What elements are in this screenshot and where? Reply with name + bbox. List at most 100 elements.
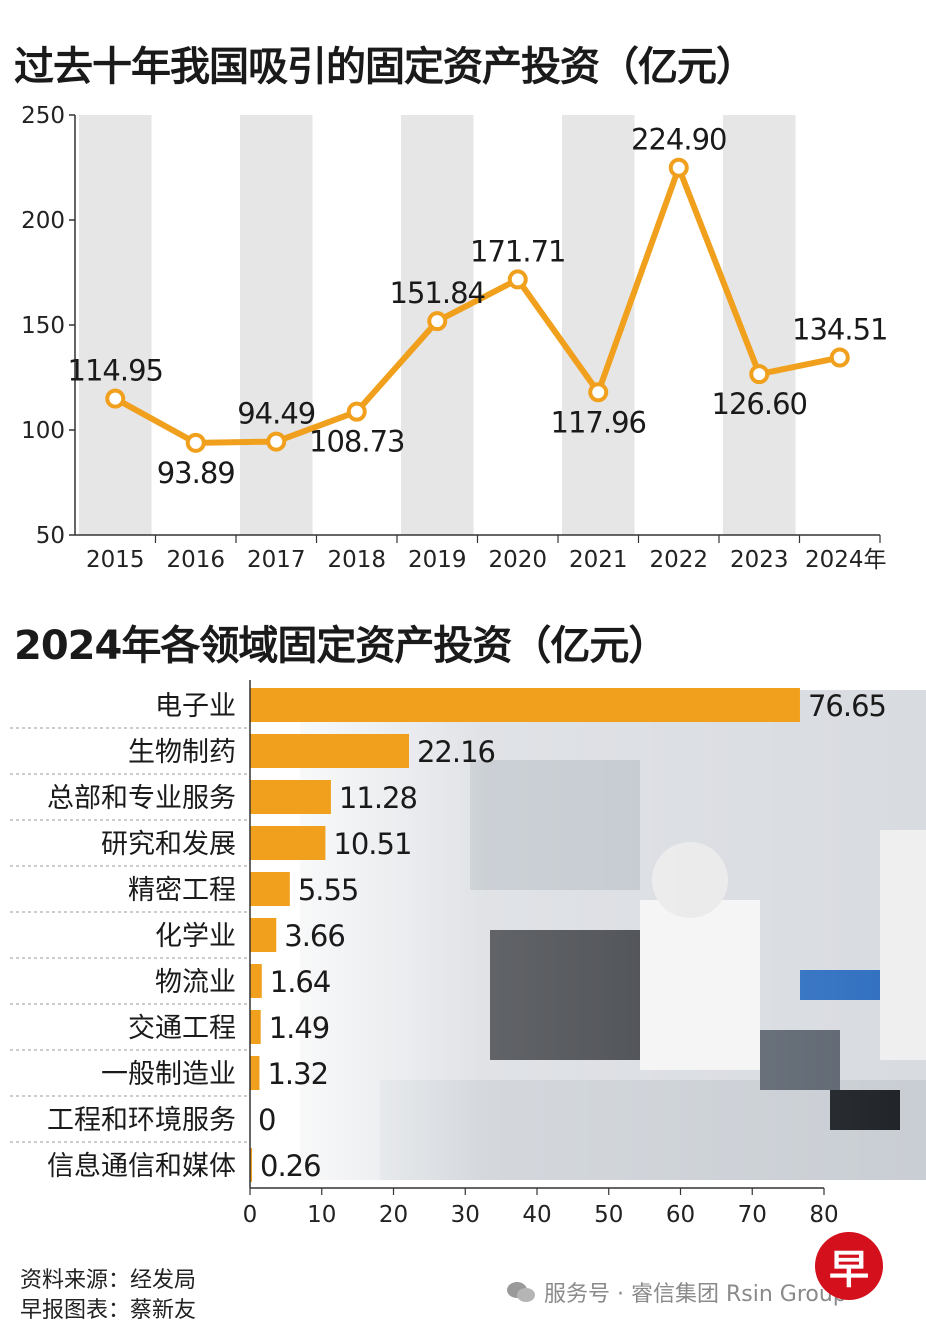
data-point [266,431,287,452]
data-label: 151.84 [390,276,485,310]
wechat-icon [507,1282,535,1302]
value-label: 76.65 [808,689,886,723]
x-tick-label: 2017 [247,547,306,573]
y-tick-label: 200 [21,208,65,234]
x-tick-label: 60 [666,1202,695,1228]
x-tick-label: 2024年 [805,547,887,573]
credit-note: 早报图表：蔡新友 [20,1298,197,1323]
chart-band [240,115,313,535]
category-label: 总部和专业服务 [47,783,236,814]
x-tick-label: 40 [522,1202,551,1228]
data-point [588,382,609,403]
data-label: 171.71 [470,234,565,268]
data-point [346,401,367,422]
chart-series [105,157,850,453]
value-label: 22.16 [417,735,495,769]
category-label: 信息通信和媒体 [47,1151,236,1182]
row-dividers [10,727,250,1143]
y-tick-label: 250 [21,103,65,129]
value-label: 1.49 [269,1011,330,1045]
bar [250,688,800,722]
chart-y-ticks: 250 200 150 100 50 [21,103,65,549]
x-axis: 0 10 20 30 40 50 60 70 80 [243,680,839,1228]
watermark-text: 服务号 · 睿信集团 Rsin Group [544,1282,847,1307]
category-labels: 电子业生物制药总部和专业服务研究和发展精密工程化学业物流业交通工程一般制造业工程… [47,691,236,1182]
line-chart-title: 过去十年我国吸引的固定资产投资（亿元） [14,44,756,90]
bar [250,872,290,906]
y-tick-label: 150 [21,313,65,339]
x-tick-label: 70 [738,1202,767,1228]
bar [250,964,262,998]
chart-bands [79,115,796,535]
x-tick-label: 2020 [488,547,547,573]
value-label: 3.66 [284,919,345,953]
bar [250,826,326,860]
chart-band [723,115,796,535]
value-label: 11.28 [339,781,417,815]
y-tick-label: 100 [21,418,65,444]
category-label: 一般制造业 [101,1059,236,1090]
data-point [829,347,850,368]
data-point [105,388,126,409]
chart-x-labels: 2015 2016 2017 2018 2019 2020 2021 2022 2023 2024… [86,547,887,573]
x-tick-label: 20 [379,1202,408,1228]
bar-series [250,688,800,1182]
value-label: 5.55 [298,873,359,907]
category-label: 化学业 [155,921,236,952]
x-tick-label: 0 [243,1202,258,1228]
zaobao-logo: 早 [815,1232,883,1300]
data-point [749,364,770,385]
background-lab-photo [250,690,926,1180]
x-tick-label: 2023 [730,547,789,573]
x-tick-label: 2019 [408,547,467,573]
data-label: 108.73 [309,425,404,459]
data-point [427,311,448,332]
series-line [113,164,841,446]
data-point [507,269,528,290]
x-tick-label: 10 [307,1202,336,1228]
category-label: 交通工程 [128,1013,236,1044]
bar [250,918,277,952]
chart-band [79,115,152,535]
x-tick-label: 2016 [166,547,225,573]
bar-chart-title: 2024年各领域固定资产投资（亿元） [14,623,668,669]
data-label: 224.90 [631,123,726,157]
data-point [668,157,689,178]
bar [250,780,331,814]
x-tick-label: 30 [451,1202,480,1228]
category-label: 生物制药 [128,737,236,768]
category-label: 研究和发展 [101,829,236,860]
value-label: 10.51 [333,827,411,861]
data-label: 126.60 [712,387,807,421]
bar [250,1010,261,1044]
y-tick-label: 50 [36,523,65,549]
x-tick-label: 2015 [86,547,145,573]
x-tick-label: 50 [594,1202,623,1228]
category-label: 精密工程 [128,875,236,906]
bar [250,1056,260,1090]
chart-axes [69,114,881,543]
category-label: 电子业 [155,691,236,722]
x-tick-label: 2018 [327,547,386,573]
data-label: 94.49 [237,397,315,431]
category-label: 物流业 [155,967,236,998]
source-note: 资料来源：经发局 [20,1268,197,1293]
category-label: 工程和环境服务 [47,1105,236,1136]
value-label: 0.26 [260,1149,321,1183]
data-label: 134.51 [792,313,887,347]
data-label: 117.96 [551,405,646,439]
watermark: 服务号 · 睿信集团 Rsin Group [506,1276,847,1308]
x-tick-label: 80 [809,1202,838,1228]
x-tick-label: 2022 [649,547,708,573]
value-label: 1.32 [267,1057,328,1091]
x-tick-label: 2021 [569,547,628,573]
bar [250,734,409,768]
data-label: 93.89 [157,456,235,490]
data-point [185,432,206,453]
bar [250,1148,252,1182]
data-label: 114.95 [68,354,163,388]
